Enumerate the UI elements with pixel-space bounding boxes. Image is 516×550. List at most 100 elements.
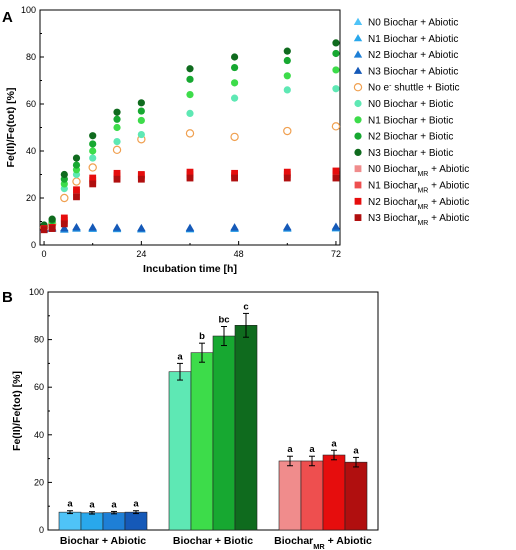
panel-a-x-tick-label: 24	[136, 249, 146, 259]
panel-a-y-tick-label: 40	[26, 146, 36, 156]
legend-entry: N0 Biochar + Abiotic	[368, 18, 458, 29]
legend-marker	[354, 116, 362, 124]
panel-b-category-labels: Biochar + Abiotic Biochar + Biotic Biochar…	[60, 535, 372, 550]
data-point	[137, 116, 145, 125]
panel-a-scatter-chart: A 0 20 40 60 80 100 0 24 48 72 Incubation time [h…	[2, 5, 469, 275]
significance-letter: a	[287, 444, 293, 455]
data-point	[332, 39, 340, 47]
data-point	[137, 171, 145, 178]
panel-a-y-tick-label: 60	[26, 99, 36, 109]
panel-b-label: B	[2, 289, 13, 306]
panel-b-y-tick-label: 40	[34, 430, 44, 440]
panel-b-y-tick-label: 20	[34, 477, 44, 487]
significance-letter: a	[331, 438, 337, 449]
data-point	[137, 175, 145, 183]
data-point	[40, 226, 48, 234]
bar	[322, 454, 346, 531]
legend-marker	[354, 181, 362, 189]
data-point	[137, 130, 145, 139]
panel-b-y-axis-title: Fe(II)/Fe(tot) [%]	[11, 371, 23, 451]
data-point	[48, 215, 56, 223]
data-point	[283, 174, 291, 182]
legend-marker	[354, 99, 362, 108]
data-point	[283, 72, 291, 80]
data-point	[332, 167, 340, 175]
panel-a-data-points	[39, 39, 341, 234]
series-7	[40, 49, 340, 230]
data-point	[137, 107, 145, 115]
panel-b-category-label: BiocharMR + Abiotic	[274, 535, 372, 550]
panel-a-x-tick-label: 0	[42, 249, 47, 259]
panel-a-y-tick-label: 0	[31, 240, 36, 250]
legend-marker	[353, 50, 363, 58]
panel-a-x-tick-label: 72	[331, 249, 341, 259]
data-point	[113, 115, 121, 123]
data-point	[89, 154, 97, 162]
bar	[168, 371, 192, 531]
data-point	[88, 223, 97, 231]
significance-letter: bc	[218, 315, 229, 326]
bar	[278, 460, 302, 531]
data-point	[89, 132, 97, 140]
legend-entry: N0 Biochar + Biotic	[368, 99, 453, 110]
data-point	[230, 132, 239, 142]
data-point	[60, 220, 68, 228]
panel-a-x-tick-label: 48	[234, 249, 244, 259]
significance-letter: b	[199, 331, 205, 342]
panel-a-label: A	[2, 9, 13, 26]
data-point	[230, 79, 239, 87]
data-point	[185, 129, 195, 138]
data-point	[283, 126, 292, 136]
legend-entry: N3 BiocharMR + Abiotic	[368, 213, 469, 227]
data-point	[72, 161, 81, 169]
panel-a-ticks: 0 20 40 60 80 100 0 24 48 72	[21, 5, 341, 259]
data-point	[283, 222, 292, 231]
data-point	[231, 174, 238, 182]
legend-marker	[354, 214, 362, 221]
series-6	[40, 66, 340, 230]
legend-entry: N2 BiocharMR + Abiotic	[368, 197, 469, 211]
data-point	[113, 138, 121, 146]
bar-group-1: a b bc c	[168, 301, 258, 531]
legend-marker	[354, 165, 362, 173]
panel-a-y-tick-label: 80	[26, 52, 36, 62]
bar-group-2: a aaa	[278, 438, 368, 531]
panel-b-y-tick-label: 60	[34, 382, 44, 392]
legend-entry: N2 Biochar + Abiotic	[368, 50, 458, 61]
significance-letter: c	[243, 301, 248, 312]
legend-entry: N3 Biochar + Abiotic	[368, 66, 458, 77]
data-point	[89, 140, 97, 148]
data-point	[60, 223, 69, 232]
significance-letter: a	[353, 445, 359, 456]
data-point	[137, 223, 146, 232]
series-12	[40, 174, 340, 234]
panel-b-ticks: 0 20 40 60 80 100	[29, 287, 52, 535]
panel-b-category-label: Biochar + Abiotic	[60, 535, 146, 547]
data-point	[283, 86, 291, 94]
data-point	[332, 85, 340, 93]
panel-a-plot-frame	[39, 9, 341, 246]
legend-marker	[353, 82, 363, 92]
legend-entry: N1 BiocharMR + Abiotic	[368, 181, 469, 195]
legend-marker	[353, 17, 363, 25]
legend-entry: N3 Biochar + Biotic	[368, 148, 453, 159]
data-point	[72, 222, 81, 231]
significance-letter: a	[89, 500, 95, 511]
data-point	[113, 175, 121, 183]
data-point	[186, 109, 194, 117]
series-5	[40, 85, 340, 231]
legend-marker	[354, 197, 362, 205]
series-3	[39, 222, 341, 232]
data-point	[283, 168, 291, 176]
data-point	[113, 169, 121, 177]
data-point	[60, 193, 69, 203]
bar	[212, 335, 236, 531]
legend-entry: N1 Biochar + Abiotic	[368, 34, 458, 45]
bar	[102, 512, 126, 531]
data-point	[137, 99, 145, 107]
data-point	[186, 65, 194, 73]
panel-b-bars: a a a a a b bc c a a a a	[58, 301, 368, 531]
data-point	[60, 170, 68, 179]
